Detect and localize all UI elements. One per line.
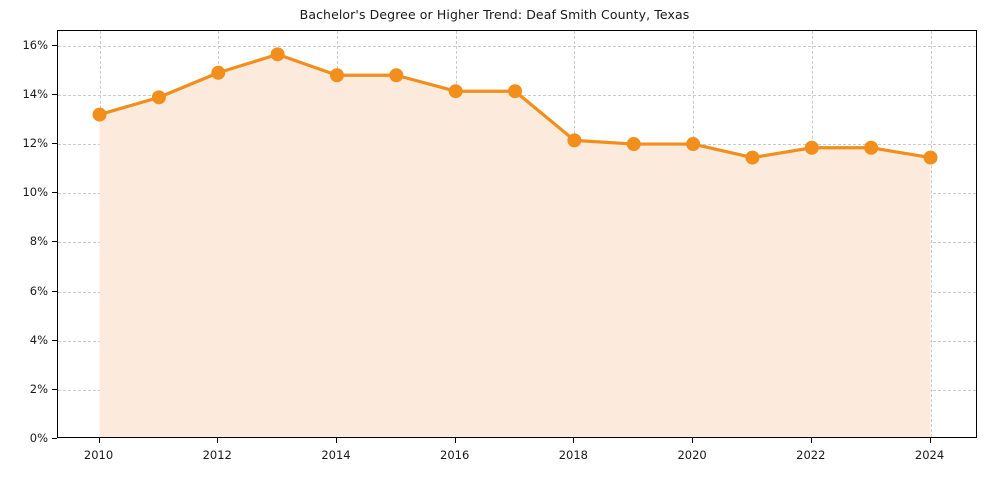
x-axis-tick-mark: [810, 438, 812, 443]
x-axis-tick-label: 2022: [796, 448, 826, 462]
data-point-marker: [626, 137, 641, 152]
y-axis-tick-label: 0%: [29, 431, 48, 445]
x-axis-tick-label: 2016: [440, 448, 470, 462]
y-axis-tick-label: 6%: [29, 283, 48, 298]
y-axis-tick-mark: [52, 438, 57, 439]
gridline-vertical: [930, 31, 932, 437]
data-point-marker: [389, 68, 404, 83]
area-fill-path: [99, 54, 931, 437]
x-axis-tick-label: 2018: [558, 448, 589, 462]
x-axis-tick-mark: [692, 438, 694, 443]
y-axis-tick-label: 14%: [22, 86, 48, 101]
data-point-marker: [329, 68, 344, 83]
x-axis-tick-mark: [454, 438, 456, 443]
data-point-marker: [448, 84, 463, 99]
data-point-marker: [864, 140, 879, 155]
x-axis-tick-label: 2010: [83, 448, 114, 462]
y-axis-tick-label: 12%: [22, 136, 48, 151]
x-axis-tick-label: 2020: [677, 448, 707, 462]
y-axis-tick-label: 16%: [22, 37, 48, 52]
data-point-marker: [804, 140, 819, 155]
x-axis-tick-label: 2012: [202, 448, 232, 462]
y-axis-tick-label: 2%: [29, 381, 48, 396]
chart-title: Bachelor's Degree or Higher Trend: Deaf …: [299, 7, 690, 22]
data-point-marker: [151, 90, 166, 105]
data-point-marker: [270, 47, 285, 62]
plot-area: [57, 30, 977, 438]
x-axis-tick-label: 2014: [321, 448, 351, 462]
x-axis-tick-mark: [573, 438, 575, 443]
data-point-marker: [745, 150, 760, 165]
x-axis-tick-mark: [335, 438, 337, 443]
y-axis-tick-label: 10%: [22, 185, 48, 200]
x-axis-tick-mark: [98, 438, 100, 443]
series-markers: [92, 47, 938, 165]
data-point-marker: [567, 133, 582, 148]
y-axis-tick-label: 8%: [29, 234, 48, 249]
data-point-marker: [923, 150, 938, 165]
series-canvas: [92, 47, 938, 437]
y-axis-tick-label: 4%: [29, 332, 48, 347]
data-point-marker: [508, 84, 523, 99]
data-point-marker: [211, 65, 226, 80]
data-point-marker: [92, 107, 107, 122]
x-axis-tick-mark: [929, 438, 931, 443]
data-point-marker: [686, 137, 701, 152]
gridline-horizontal: [58, 45, 976, 47]
x-axis-tick-label: 2024: [914, 448, 945, 462]
x-axis-tick-mark: [217, 438, 219, 443]
